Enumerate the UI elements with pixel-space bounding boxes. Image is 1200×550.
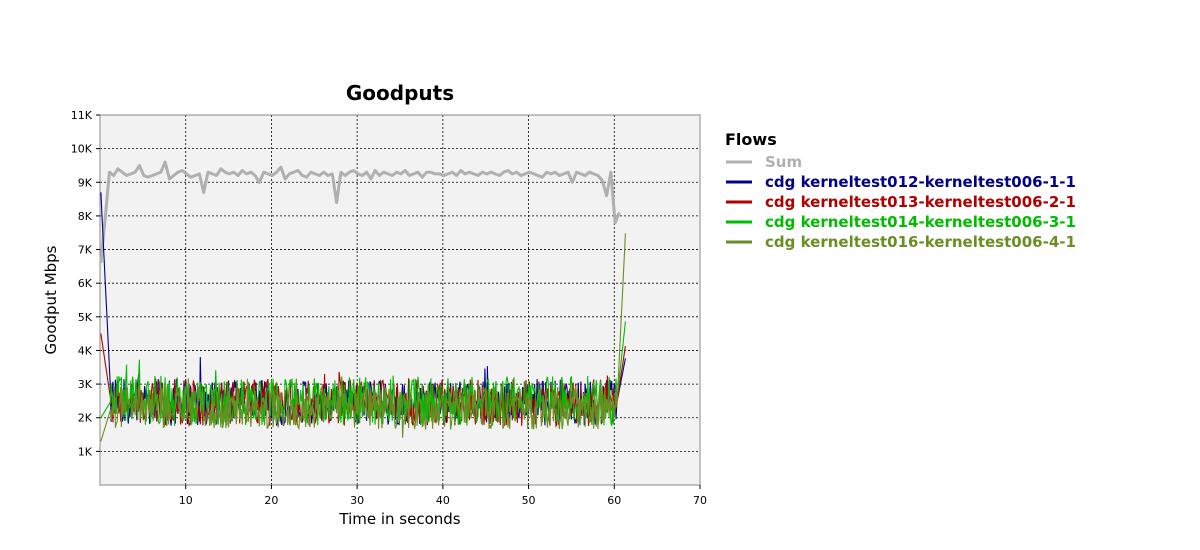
x-tick-label: 60 [607,494,621,507]
y-tick-label: 10K [71,143,93,156]
legend-label-1: cdg kerneltest012-kerneltest006-1-1 [765,173,1076,191]
chart-title: Goodputs [346,81,454,105]
x-tick-label: 70 [693,494,707,507]
y-tick-label: 8K [78,210,93,223]
legend: Flows Sum cdg kerneltest012-kerneltest006… [725,130,1076,251]
legend-label-0: Sum [765,153,802,171]
x-tick-label: 30 [350,494,364,507]
x-tick-label: 10 [179,494,193,507]
y-tick-label: 3K [78,378,93,391]
y-tick-label: 5K [78,311,93,324]
legend-label-4: cdg kerneltest016-kerneltest006-4-1 [765,233,1076,251]
series-sum-line [99,160,621,264]
legend-title: Flows [725,130,777,149]
y-tick-label: 4K [78,344,93,357]
plot-area [99,114,701,486]
y-tick-label: 7K [78,244,93,257]
y-tick-label: 2K [78,412,93,425]
x-tick-label: 40 [436,494,450,507]
legend-label-3: cdg kerneltest014-kerneltest006-3-1 [765,213,1076,231]
x-tick-label: 50 [522,494,536,507]
y-tick-label: 9K [78,176,93,189]
y-axis-title: Goodput Mbps [42,245,60,354]
legend-label-2: cdg kerneltest013-kerneltest006-2-1 [765,193,1076,211]
y-tick-label: 1K [78,445,93,458]
series-layer [99,160,626,442]
plot-background [100,115,700,485]
x-axis-title: Time in seconds [338,510,460,528]
y-tick-label: 11K [71,109,93,122]
plot-frame [99,114,701,486]
x-tick-label: 20 [264,494,278,507]
series-flow-4-line [100,233,626,442]
y-tick-label: 6K [78,277,93,290]
x-axis: 10 20 30 40 50 60 70 [179,485,707,507]
y-axis: 1K 2K 3K 4K 5K 6K 7K 8K 9K 10K 11K [71,109,100,458]
